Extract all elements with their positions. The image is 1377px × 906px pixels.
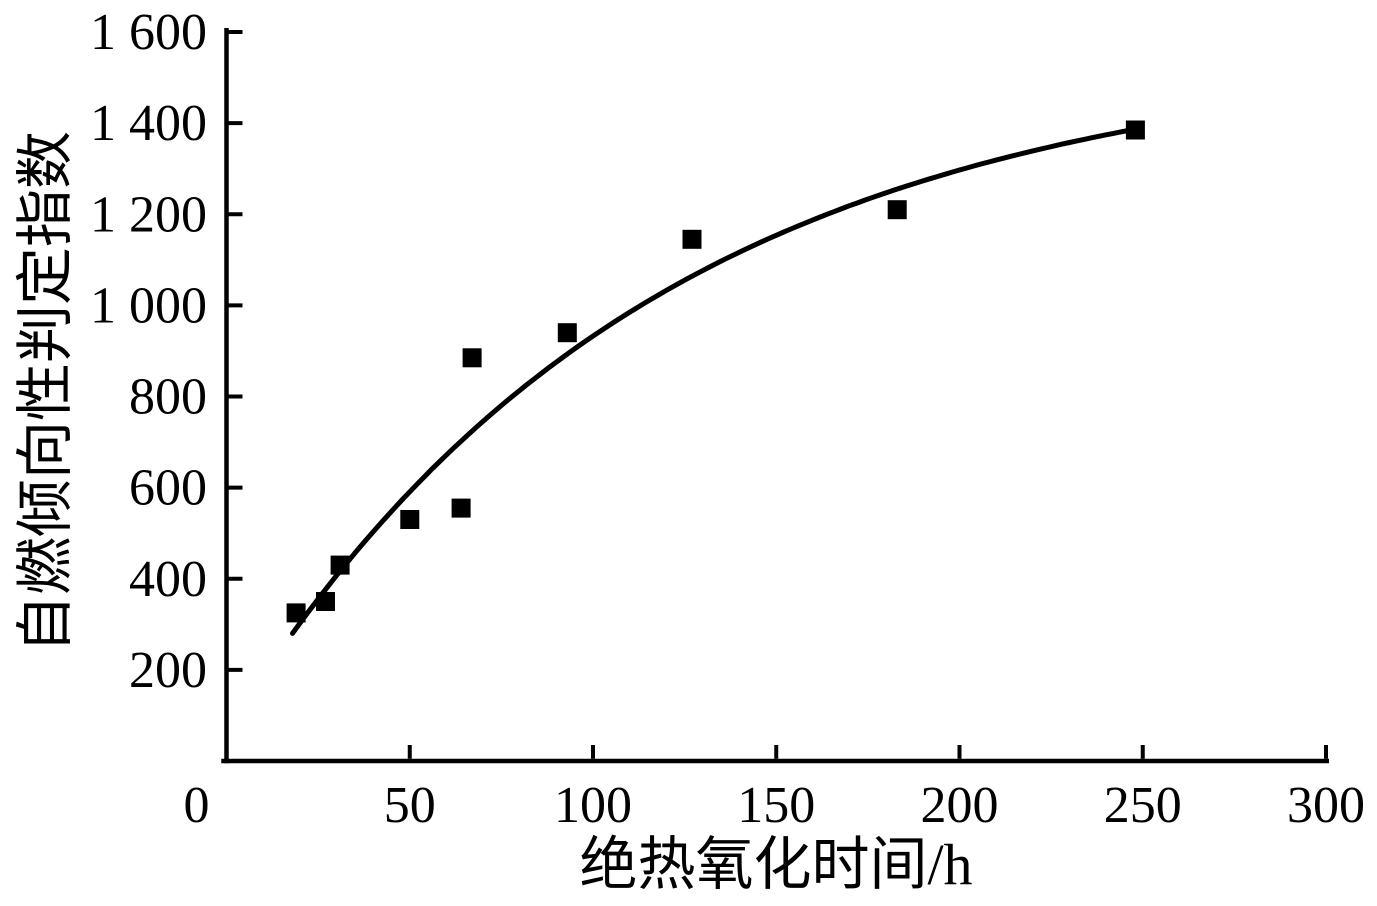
data-point-marker xyxy=(451,498,471,518)
data-point-marker xyxy=(462,348,482,368)
y-tick-label: 400 xyxy=(129,551,207,608)
fit-curve-line xyxy=(290,126,1138,636)
x-tick-label: 150 xyxy=(737,777,815,834)
y-tick-label: 800 xyxy=(129,369,207,426)
data-point-marker xyxy=(887,200,907,220)
y-axis-title: 自燃倾向性判定指数 xyxy=(13,131,78,653)
y-tick-label: 600 xyxy=(129,460,207,517)
plot-layer: 0 50 100 150 200 250 300 200 400 600 800 1 000 1 200… xyxy=(90,4,1365,834)
y-tick-label: 200 xyxy=(129,642,207,699)
data-point-marker xyxy=(400,510,420,529)
x-tick-label: 300 xyxy=(1287,777,1365,834)
y-tick-label: 1 400 xyxy=(90,95,207,152)
x-tick-label: 200 xyxy=(921,777,999,834)
data-point-marker xyxy=(330,555,350,575)
data-point-marker xyxy=(1125,120,1145,140)
x-axis-title: 绝热氧化时间/h xyxy=(579,832,972,897)
data-point-marker xyxy=(682,229,702,249)
x-tick-label: 250 xyxy=(1104,777,1182,834)
y-tick-label: 1 200 xyxy=(90,186,207,243)
y-tick-label: 1 000 xyxy=(90,277,207,334)
x-tick-label: 100 xyxy=(554,777,632,834)
data-point-marker xyxy=(286,603,306,623)
x-tick-label: 0 xyxy=(184,777,210,834)
data-point-marker xyxy=(316,592,335,611)
y-tick-label: 1 600 xyxy=(90,4,207,61)
x-tick-label: 50 xyxy=(384,777,436,834)
data-point-marker xyxy=(557,323,577,343)
